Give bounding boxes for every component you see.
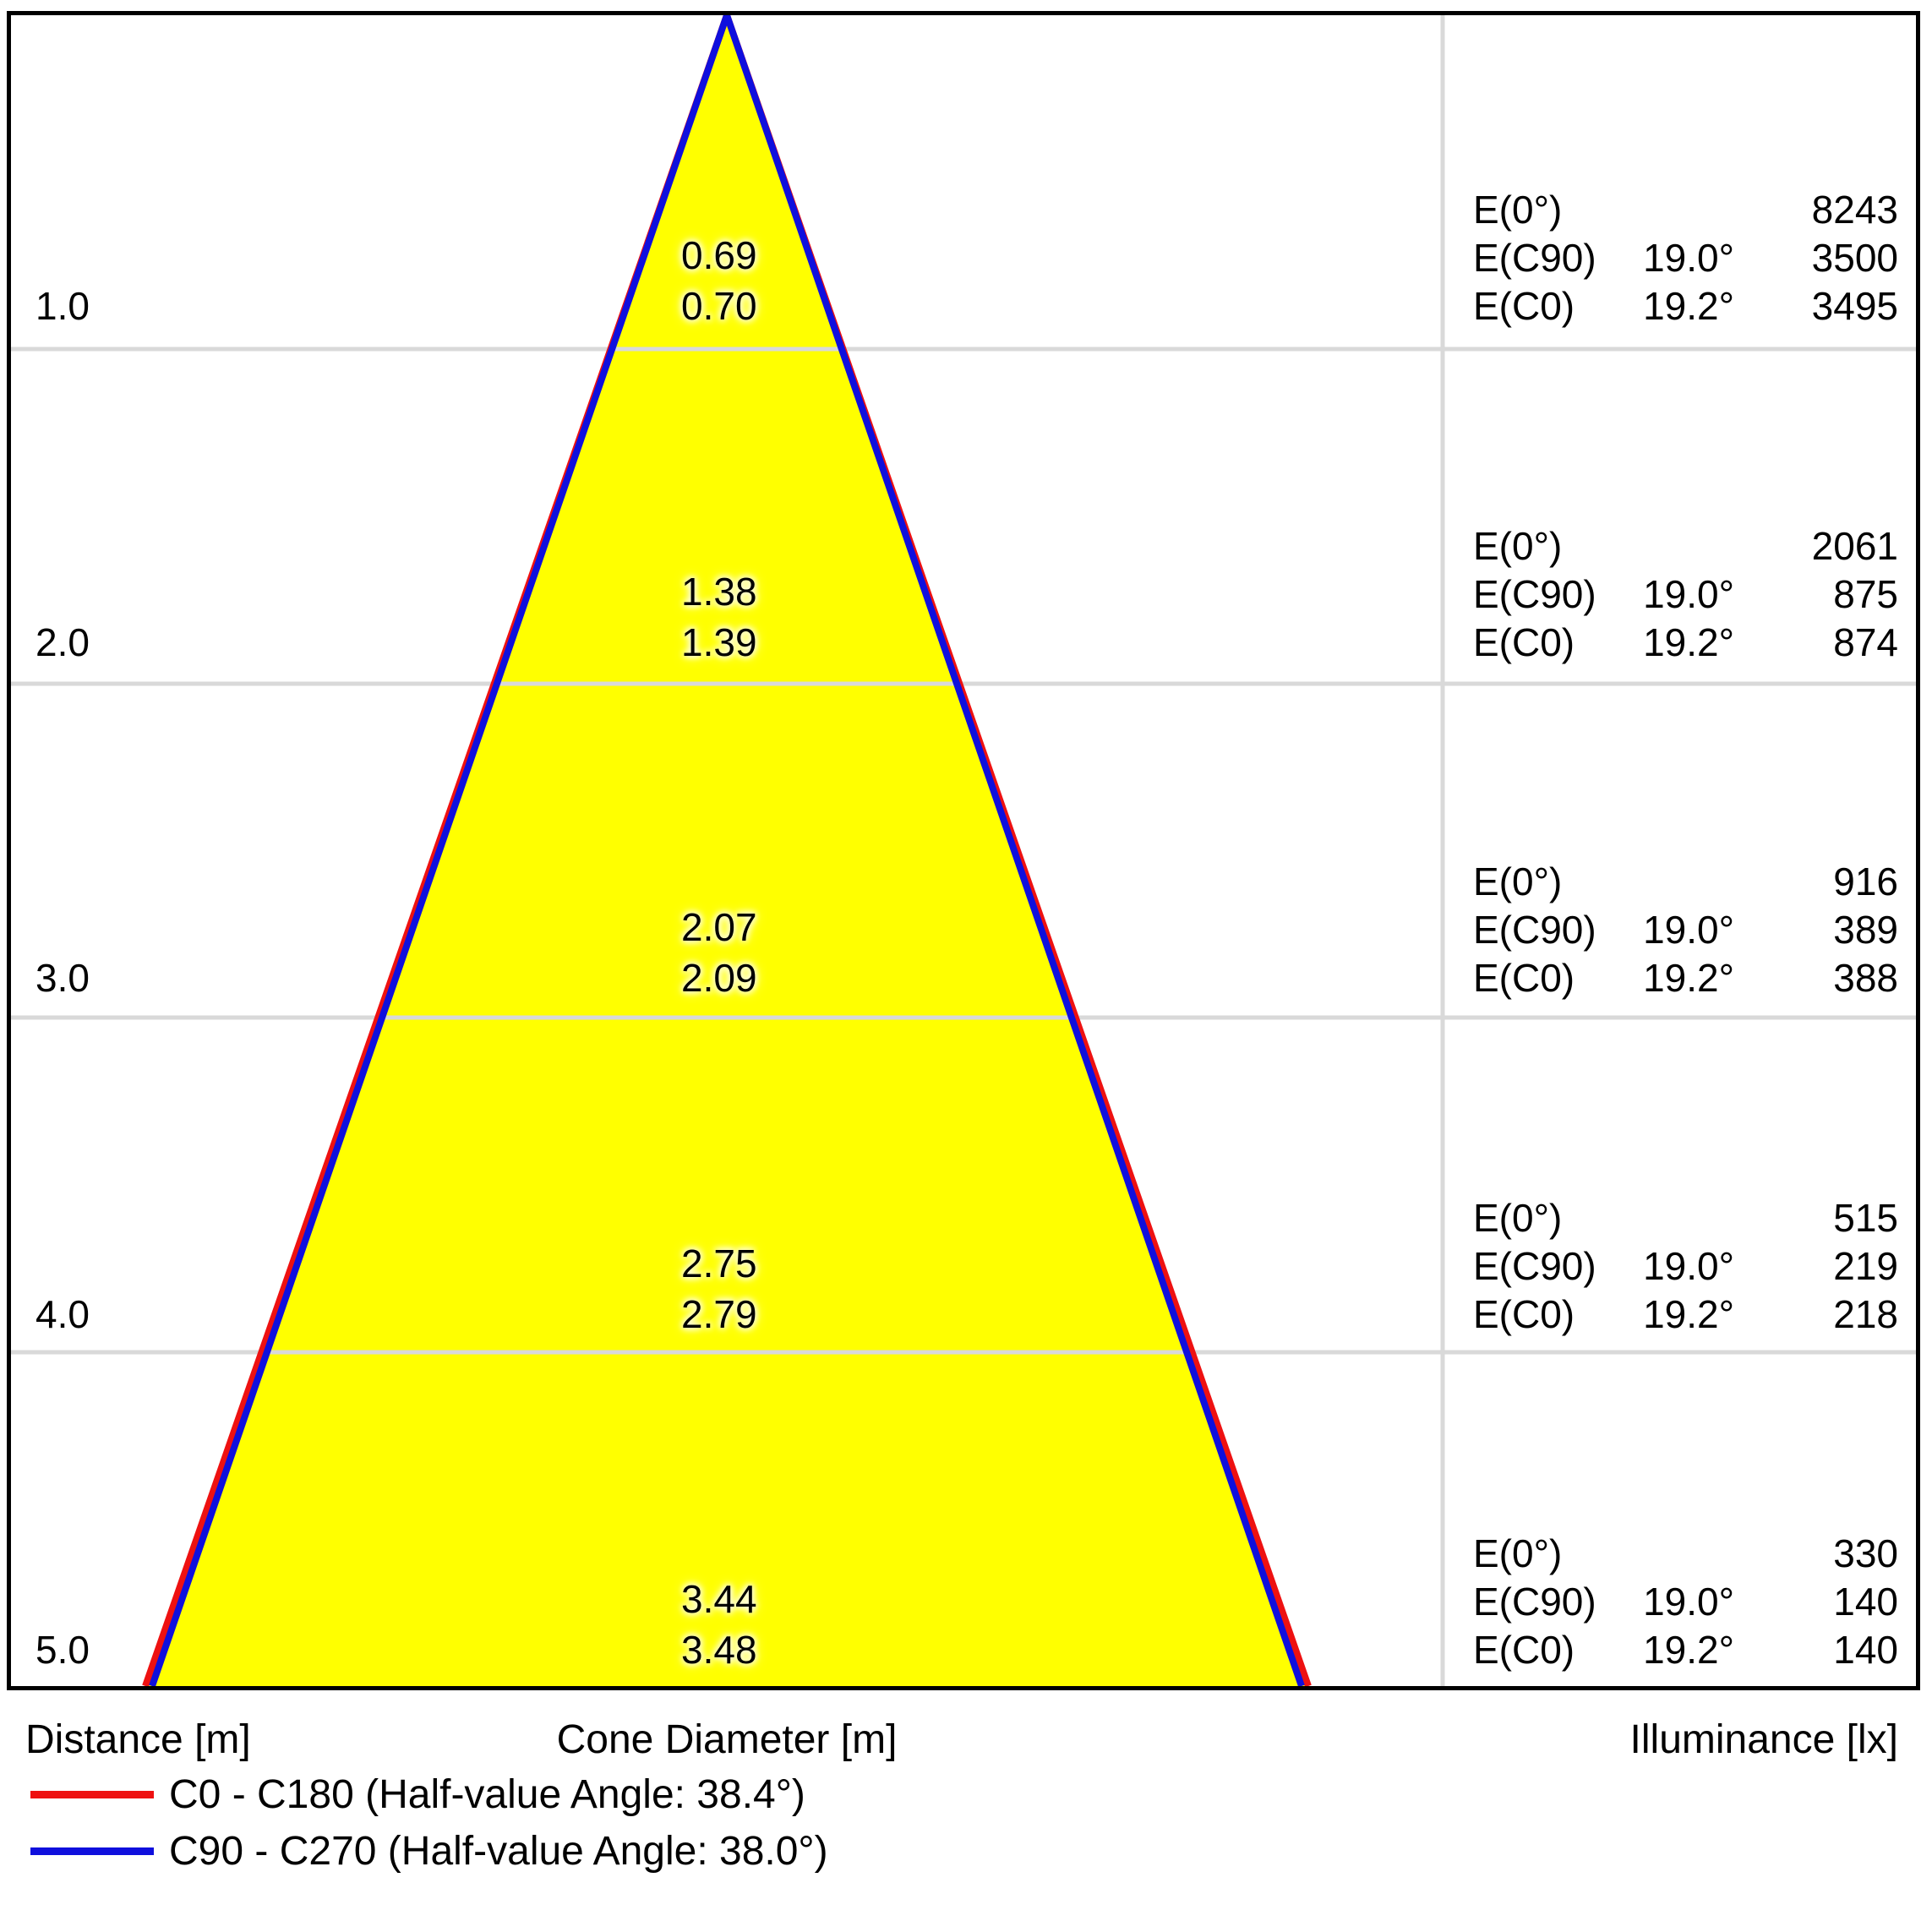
ec90-label: E(C90) <box>1473 1244 1596 1288</box>
light-cone-plot <box>11 15 1916 1686</box>
illuminance-block: E(0°) 916 E(C90) 19.0° 389 E(C0) 19.2° 3… <box>1473 858 1898 1002</box>
ec0-angle: 19.2° <box>1643 956 1734 1000</box>
e0-value: 330 <box>1833 1531 1898 1575</box>
ec0-value: 388 <box>1833 956 1898 1000</box>
c90-c270-edge-line <box>149 15 1305 1686</box>
ec90-angle: 19.0° <box>1643 1580 1734 1624</box>
ec0-label: E(C0) <box>1473 284 1575 328</box>
cone-diameter-c90: 1.38 <box>681 570 757 614</box>
distance-value: 1.0 <box>35 284 90 328</box>
e0-label: E(0°) <box>1473 188 1563 232</box>
e0-label: E(0°) <box>1473 524 1563 568</box>
ec90-angle: 19.0° <box>1643 236 1734 280</box>
illuminance-block: E(0°) 515 E(C90) 19.0° 219 E(C0) 19.2° 2… <box>1473 1194 1898 1339</box>
distance-value: 4.0 <box>35 1292 90 1336</box>
ec90-value: 3500 <box>1811 236 1898 280</box>
cone-diameter-c0: 0.70 <box>681 284 757 328</box>
ec90-value: 140 <box>1833 1580 1898 1624</box>
e0-angle <box>1621 858 1734 906</box>
illuminance-block: E(0°) 8243 E(C90) 19.0° 3500 E(C0) 19.2°… <box>1473 186 1898 330</box>
ec0-label: E(C0) <box>1473 956 1575 1000</box>
distance-value: 3.0 <box>35 956 90 1000</box>
cone-diameter-c0: 3.48 <box>681 1628 757 1672</box>
ec0-value: 218 <box>1833 1292 1898 1336</box>
illuminance-block: E(0°) 2061 E(C90) 19.0° 875 E(C0) 19.2° … <box>1473 522 1898 667</box>
ec90-value: 389 <box>1833 908 1898 952</box>
e0-angle <box>1621 522 1734 570</box>
e0-angle <box>1621 186 1734 234</box>
illuminance-axis-label: Illuminance [lx] <box>1629 1717 1898 1762</box>
ec90-label: E(C90) <box>1473 572 1596 616</box>
e0-value: 515 <box>1833 1196 1898 1240</box>
e0-label: E(0°) <box>1473 1196 1563 1240</box>
ec90-value: 875 <box>1833 572 1898 616</box>
ec0-angle: 19.2° <box>1643 1292 1734 1336</box>
cone-diameter-axis-label: Cone Diameter [m] <box>556 1717 898 1762</box>
distance-axis-label: Distance [m] <box>25 1717 251 1762</box>
cone-diameter-c0: 2.09 <box>681 956 757 1000</box>
legend-line-c90-c270 <box>30 1847 154 1855</box>
ec0-angle: 19.2° <box>1643 1628 1734 1672</box>
cone-diameter-c0: 1.39 <box>681 620 757 664</box>
e0-label: E(0°) <box>1473 860 1563 903</box>
cone-diameter-c90: 0.69 <box>681 233 757 277</box>
e0-value: 8243 <box>1811 188 1898 232</box>
ec0-label: E(C0) <box>1473 1292 1575 1336</box>
ec0-value: 3495 <box>1811 284 1898 328</box>
cone-diameter-c90: 3.44 <box>681 1577 757 1621</box>
ec0-label: E(C0) <box>1473 1628 1575 1672</box>
e0-value: 916 <box>1833 860 1898 903</box>
cone-diameter-c90: 2.75 <box>681 1242 757 1285</box>
illuminance-block: E(0°) 330 E(C90) 19.0° 140 E(C0) 19.2° 1… <box>1473 1530 1898 1674</box>
ec0-angle: 19.2° <box>1643 620 1734 664</box>
e0-value: 2061 <box>1811 524 1898 568</box>
ec90-value: 219 <box>1833 1244 1898 1288</box>
distance-value: 2.0 <box>35 620 90 664</box>
c0-c180-edge-line <box>142 15 1312 1686</box>
e0-angle <box>1621 1530 1734 1578</box>
legend-label-c90-c270: C90 - C270 (Half-value Angle: 38.0°) <box>169 1829 828 1874</box>
ec90-label: E(C90) <box>1473 236 1596 280</box>
e0-label: E(0°) <box>1473 1531 1563 1575</box>
ec0-value: 874 <box>1833 620 1898 664</box>
ec90-angle: 19.0° <box>1643 908 1734 952</box>
beam-fill-shape <box>145 15 1308 1686</box>
ec90-angle: 19.0° <box>1643 572 1734 616</box>
cone-diagram-table <box>7 11 1920 1690</box>
cone-diameter-c0: 2.79 <box>681 1292 757 1336</box>
legend-line-c0-c180 <box>30 1791 154 1798</box>
distance-value: 5.0 <box>35 1628 90 1672</box>
cone-diameter-c90: 2.07 <box>681 905 757 949</box>
e0-angle <box>1621 1194 1734 1242</box>
ec90-label: E(C90) <box>1473 908 1596 952</box>
ec0-angle: 19.2° <box>1643 284 1734 328</box>
ec0-label: E(C0) <box>1473 620 1575 664</box>
ec0-value: 140 <box>1833 1628 1898 1672</box>
ec90-label: E(C90) <box>1473 1580 1596 1624</box>
ec90-angle: 19.0° <box>1643 1244 1734 1288</box>
legend-label-c0-c180: C0 - C180 (Half-value Angle: 38.4°) <box>169 1772 805 1817</box>
